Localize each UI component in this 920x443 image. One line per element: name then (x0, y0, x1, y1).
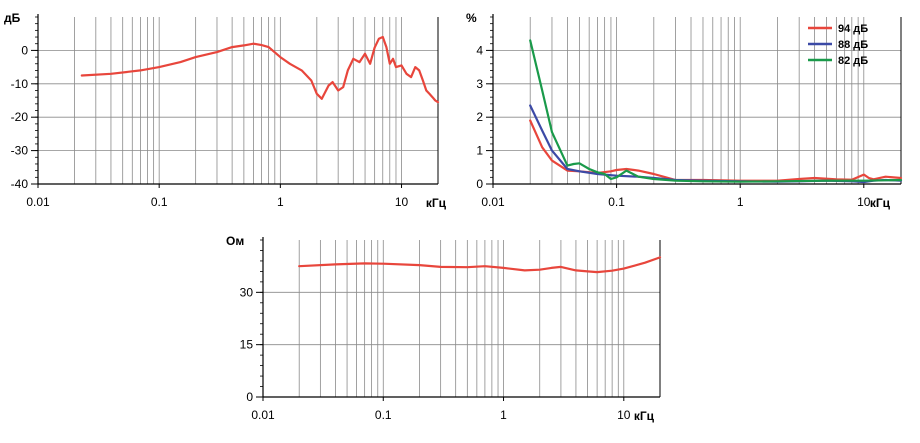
y-tick-label: 4 (476, 43, 483, 57)
y-tick-label: 1 (476, 144, 483, 158)
x-tick-label: 0.01 (26, 195, 50, 209)
x-unit-label: кГц (870, 196, 891, 210)
y-tick-label: -20 (11, 110, 29, 124)
impedance-chart: 0 15 30 0.01 0.1 1 10 Ом кГц (226, 234, 662, 423)
series-line-82-дБ (529, 39, 903, 183)
x-tick-label: 10 (617, 408, 631, 422)
y-tick-label: 3 (476, 77, 483, 91)
y-tick-label: -30 (11, 144, 29, 158)
x-tick-label: 0.1 (375, 408, 392, 422)
x-tick-label: 10 (395, 195, 409, 209)
legend-label: 94 дБ (838, 23, 868, 35)
x-tick-label: 0.01 (251, 408, 275, 422)
series-line (298, 256, 662, 274)
legend-label: 88 дБ (838, 39, 868, 51)
x-unit-label: кГц (634, 409, 655, 423)
x-tick-label: 0.1 (608, 195, 625, 209)
x-tick-label: 1 (277, 195, 284, 209)
distortion-chart: 0 1 2 3 4 0.01 0.1 1 10% кГц 94 дБ 88 дБ 82 дБ (466, 11, 903, 210)
series-line (80, 35, 440, 104)
grid (263, 240, 661, 397)
x-tick-label: 0.1 (151, 195, 168, 209)
y-tick-label: 0 (246, 390, 253, 404)
y-tick-label: 15 (240, 338, 254, 352)
x-tick-label: 0.01 (481, 195, 505, 209)
y-unit-label: Ом (226, 234, 244, 248)
x-tick-label: 10 (857, 195, 871, 209)
y-unit-label: дБ (4, 11, 21, 25)
x-tick-label: 1 (500, 408, 507, 422)
y-tick-label: 30 (240, 285, 254, 299)
x-unit-label: кГц (426, 196, 447, 210)
y-unit-label: % (466, 11, 477, 25)
legend-label: 82 дБ (838, 55, 868, 67)
x-tick-label: 1 (737, 195, 744, 209)
legend: 94 дБ 88 дБ 82 дБ (808, 23, 868, 67)
y-tick-label: 2 (476, 110, 483, 124)
y-tick-label: 0 (476, 177, 483, 191)
y-tick-label: 0 (21, 43, 28, 57)
y-tick-label: -10 (11, 77, 29, 91)
grid (38, 17, 439, 184)
frequency-response-chart: 0 -10 -20 -30 -40 0.01 0.1 1 10 дБ кГц (4, 11, 447, 210)
y-tick-label: -40 (11, 177, 29, 191)
